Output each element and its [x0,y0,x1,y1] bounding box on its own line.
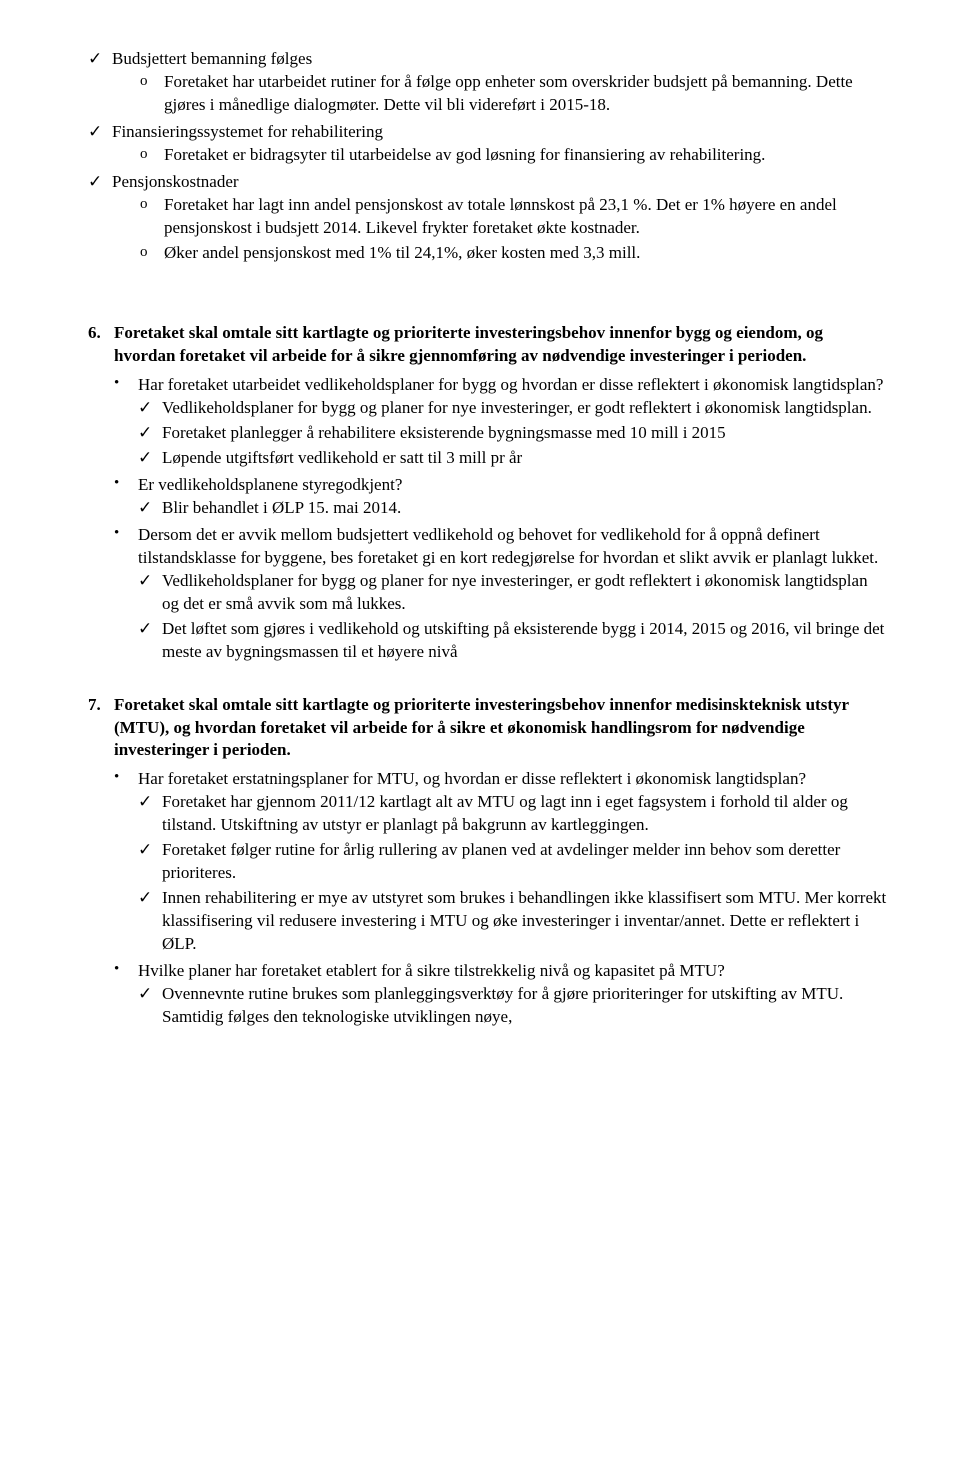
section-6-list: • Har foretaket utarbeidet vedlikeholdsp… [114,374,888,665]
check-label: Finansieringssystemet for rehabilitering [112,122,383,141]
bullet-content: Har foretaket utarbeidet vedlikeholdspla… [138,374,888,472]
sub-item: o Foretaket har utarbeidet rutiner for å… [140,71,888,117]
check-icon: ✓ [138,618,162,641]
bullet-content: Hvilke planer har foretaket etablert for… [138,960,888,1031]
bullet-text: Dersom det er avvik mellom budsjettert v… [138,525,878,567]
check-icon: ✓ [88,171,112,194]
check-label: Pensjonskostnader [112,172,239,191]
check-item: ✓ Vedlikeholdsplaner for bygg og planer … [138,397,888,420]
section-number: 7. [88,694,114,717]
check-icon: ✓ [138,397,162,420]
check-item: ✓ Finansieringssystemet for rehabiliteri… [88,121,888,169]
check-text: Blir behandlet i ØLP 15. mai 2014. [162,497,888,520]
check-icon: ✓ [88,48,112,71]
check-icon: ✓ [138,839,162,862]
check-icon: ✓ [88,121,112,144]
check-icon: ✓ [138,447,162,470]
sub-list: o Foretaket har lagt inn andel pensjonsk… [140,194,888,265]
check-text: Ovennevnte rutine brukes som planlegging… [162,983,888,1029]
circle-bullet-icon: o [140,71,164,92]
check-text: Innen rehabilitering er mye av utstyret … [162,887,888,956]
bullet-text: Har foretaket utarbeidet vedlikeholdspla… [138,375,883,394]
check-sublist: ✓ Blir behandlet i ØLP 15. mai 2014. [138,497,888,520]
bullet-icon: • [114,768,138,788]
check-icon: ✓ [138,791,162,814]
check-content: Pensjonskostnader o Foretaket har lagt i… [112,171,888,267]
check-icon: ✓ [138,983,162,1006]
bullet-content: Har foretaket erstatningsplaner for MTU,… [138,768,888,958]
section-title: Foretaket skal omtale sitt kartlagte og … [114,694,888,763]
sub-text: Foretaket har utarbeidet rutiner for å f… [164,71,888,117]
bullet-item: • Hvilke planer har foretaket etablert f… [114,960,888,1031]
check-text: Foretaket har gjennom 2011/12 kartlagt a… [162,791,888,837]
check-icon: ✓ [138,497,162,520]
check-text: Vedlikeholdsplaner for bygg og planer fo… [162,570,888,616]
check-item: ✓ Vedlikeholdsplaner for bygg og planer … [138,570,888,616]
section-number: 6. [88,322,114,345]
bullet-icon: • [114,374,138,394]
bullet-item: • Er vedlikeholdsplanene styregodkjent? … [114,474,888,522]
sub-item: o Foretaket har lagt inn andel pensjonsk… [140,194,888,240]
bullet-icon: • [114,524,138,544]
check-item: ✓ Ovennevnte rutine brukes som planleggi… [138,983,888,1029]
bullet-item: • Har foretaket erstatningsplaner for MT… [114,768,888,958]
check-item: ✓ Foretaket har gjennom 2011/12 kartlagt… [138,791,888,837]
sub-list: o Foretaket er bidragsyter til utarbeide… [140,144,888,167]
check-icon: ✓ [138,422,162,445]
section-6-heading: 6. Foretaket skal omtale sitt kartlagte … [88,322,888,368]
check-icon: ✓ [138,570,162,593]
section-7-heading: 7. Foretaket skal omtale sitt kartlagte … [88,694,888,763]
check-item: ✓ Det løftet som gjøres i vedlikehold og… [138,618,888,664]
check-sublist: ✓ Ovennevnte rutine brukes som planleggi… [138,983,888,1029]
sub-text: Foretaket har lagt inn andel pensjonskos… [164,194,888,240]
circle-bullet-icon: o [140,242,164,263]
bullet-item: • Dersom det er avvik mellom budsjettert… [114,524,888,666]
check-text: Løpende utgiftsført vedlikehold er satt … [162,447,888,470]
check-sublist: ✓ Foretaket har gjennom 2011/12 kartlagt… [138,791,888,956]
check-icon: ✓ [138,887,162,910]
check-item: ✓ Løpende utgiftsført vedlikehold er sat… [138,447,888,470]
check-text: Foretaket planlegger å rehabilitere eksi… [162,422,888,445]
bullet-item: • Har foretaket utarbeidet vedlikeholdsp… [114,374,888,472]
check-content: Budsjettert bemanning følges o Foretaket… [112,48,888,119]
sub-item: o Øker andel pensjonskost med 1% til 24,… [140,242,888,265]
sub-item: o Foretaket er bidragsyter til utarbeide… [140,144,888,167]
check-item: ✓ Pensjonskostnader o Foretaket har lagt… [88,171,888,267]
check-item: ✓ Foretaket følger rutine for årlig rull… [138,839,888,885]
check-item: ✓ Blir behandlet i ØLP 15. mai 2014. [138,497,888,520]
bullet-text: Hvilke planer har foretaket etablert for… [138,961,725,980]
check-label: Budsjettert bemanning følges [112,49,312,68]
check-text: Foretaket følger rutine for årlig ruller… [162,839,888,885]
check-sublist: ✓ Vedlikeholdsplaner for bygg og planer … [138,570,888,664]
check-text: Vedlikeholdsplaner for bygg og planer fo… [162,397,888,420]
check-sublist: ✓ Vedlikeholdsplaner for bygg og planer … [138,397,888,470]
bullet-text: Er vedlikeholdsplanene styregodkjent? [138,475,402,494]
check-content: Finansieringssystemet for rehabilitering… [112,121,888,169]
bullet-icon: • [114,960,138,980]
bullet-icon: • [114,474,138,494]
bullet-content: Dersom det er avvik mellom budsjettert v… [138,524,888,666]
sub-text: Foretaket er bidragsyter til utarbeidels… [164,144,888,167]
sub-text: Øker andel pensjonskost med 1% til 24,1%… [164,242,888,265]
circle-bullet-icon: o [140,194,164,215]
circle-bullet-icon: o [140,144,164,165]
section-title: Foretaket skal omtale sitt kartlagte og … [114,322,888,368]
sub-list: o Foretaket har utarbeidet rutiner for å… [140,71,888,117]
section-7-list: • Har foretaket erstatningsplaner for MT… [114,768,888,1030]
check-item: ✓ Foretaket planlegger å rehabilitere ek… [138,422,888,445]
bullet-text: Har foretaket erstatningsplaner for MTU,… [138,769,806,788]
check-text: Det løftet som gjøres i vedlikehold og u… [162,618,888,664]
top-check-list: ✓ Budsjettert bemanning følges o Foretak… [88,48,888,266]
check-item: ✓ Budsjettert bemanning følges o Foretak… [88,48,888,119]
check-item: ✓ Innen rehabilitering er mye av utstyre… [138,887,888,956]
bullet-content: Er vedlikeholdsplanene styregodkjent? ✓ … [138,474,888,522]
